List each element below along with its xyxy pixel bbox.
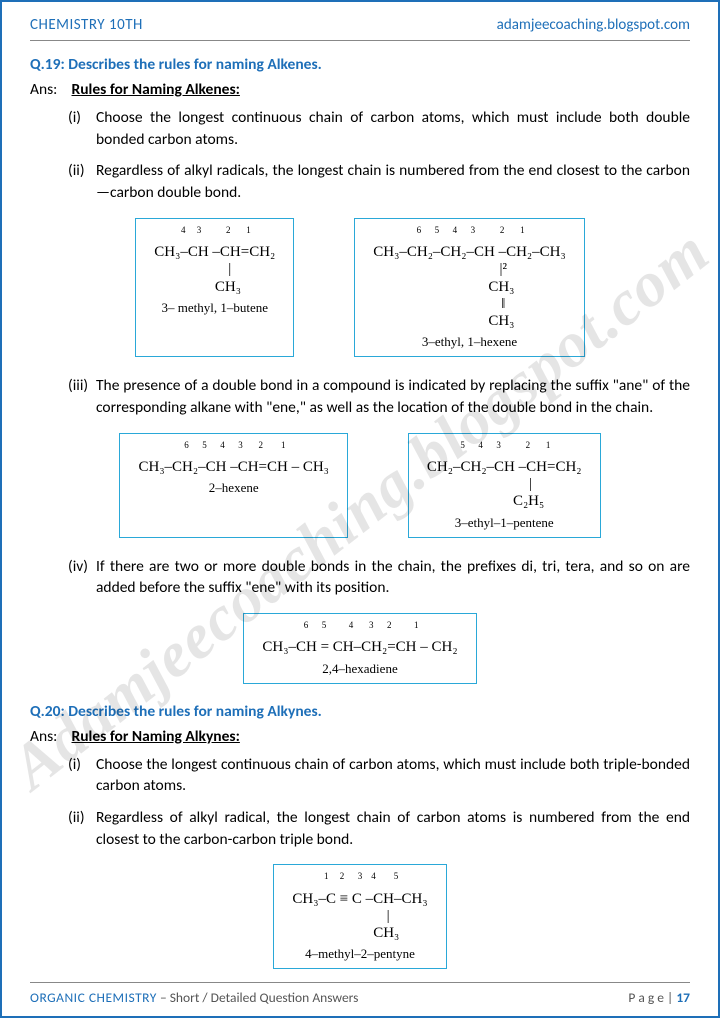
page-header: CHEMISTRY 10TH adamjeecoaching.blogspot.… (30, 16, 690, 41)
q20-heading: Rules for Naming Alkynes: (72, 727, 240, 746)
q20-chemrow-ii: 1 2 3 4 5 CH₃–C ≡ C –CH–CH₃ | CH₃ 4–meth… (30, 864, 690, 969)
q19-rule-1: (i) Choose the longest continuous chain … (30, 107, 690, 150)
q19-rule-3: (iii) The presence of a double bond in a… (30, 375, 690, 418)
q20-label: Q.20: (30, 702, 65, 721)
chembox-3-ethyl-1-hexene: 6 5 4 3 2 1 CH₃–CH₂–CH₂–CH –CH₂–CH₃ |² C… (354, 218, 584, 358)
rule-num: (i) (30, 107, 78, 150)
chembox-2-4-hexadiene: 6 5 4 3 2 1 CH₃–CH = CH–CH₂=CH – CH₂ 2,4… (243, 613, 476, 684)
ans-label: Ans: (30, 80, 68, 99)
page-label: P a g e | (628, 989, 676, 1006)
chem-name: 3–ethyl–1–pentene (427, 515, 582, 531)
chem-name: 3–ethyl, 1–hexene (373, 334, 565, 350)
rule-num: (ii) (30, 807, 78, 850)
q19-line: Q.19: Describes the rules for naming Alk… (30, 55, 690, 74)
q20-line: Q.20: Describes the rules for naming Alk… (30, 702, 690, 721)
rule-text: Choose the longest continuous chain of c… (78, 754, 690, 797)
header-right: adamjeecoaching.blogspot.com (497, 16, 690, 34)
footer-left: ORGANIC CHEMISTRY – Short / Detailed Que… (30, 989, 358, 1006)
q19-chemrow-iv: 6 5 4 3 2 1 CH₃–CH = CH–CH₂=CH – CH₂ 2,4… (30, 613, 690, 684)
rule-text: Choose the longest continuous chain of c… (78, 107, 690, 150)
q20-rule-1: (i) Choose the longest continuous chain … (30, 754, 690, 797)
q19-chemrow-ii: 4 3 2 1 CH₃–CH –CH=CH₂ | CH₃ 3– methyl, … (30, 218, 690, 358)
chembox-3-methyl-1-butene: 4 3 2 1 CH₃–CH –CH=CH₂ | CH₃ 3– methyl, … (135, 218, 294, 358)
chem-name: 4–methyl–2–pentyne (292, 946, 427, 962)
rule-num: (iv) (30, 556, 78, 599)
rule-text: Regardless of alkyl radical, the longest… (78, 807, 690, 850)
q19-heading: Rules for Naming Alkenes: (72, 80, 240, 99)
rule-num: (iii) (30, 375, 78, 418)
page-container: Adamjeecoaching.blogspot.com CHEMISTRY 1… (0, 0, 720, 1018)
chem-name: 2–hexene (138, 480, 328, 496)
footer-right: P a g e | 17 (628, 989, 690, 1006)
chembox-3-ethyl-1-pentene: 5 4 3 2 1 CH₂–CH₂–CH –CH=CH₂ | C₂H₅ 3–et… (408, 433, 601, 538)
footer-subject: ORGANIC CHEMISTRY (30, 989, 157, 1006)
chembox-4-methyl-2-pentyne: 1 2 3 4 5 CH₃–C ≡ C –CH–CH₃ | CH₃ 4–meth… (273, 864, 446, 969)
ans-label: Ans: (30, 727, 68, 746)
footer-desc: – Short / Detailed Question Answers (157, 989, 359, 1006)
q19-rule-4: (iv) If there are two or more double bon… (30, 556, 690, 599)
q19-chemrow-iii: 6 5 4 3 2 1 CH₃–CH₂–CH –CH=CH – CH₃ 2–he… (30, 433, 690, 538)
q19-label: Q.19: (30, 55, 65, 74)
rule-text: The presence of a double bond in a compo… (78, 375, 690, 418)
rule-num: (i) (30, 754, 78, 797)
rule-text: If there are two or more double bonds in… (78, 556, 690, 599)
q20-rule-2: (ii) Regardless of alkyl radical, the lo… (30, 807, 690, 850)
q19-rule-2: (ii) Regardless of alkyl radicals, the l… (30, 160, 690, 203)
q19-answer-heading: Ans: Rules for Naming Alkenes: (30, 80, 690, 99)
chembox-2-hexene: 6 5 4 3 2 1 CH₃–CH₂–CH –CH=CH – CH₃ 2–he… (119, 433, 347, 538)
page-footer: ORGANIC CHEMISTRY – Short / Detailed Que… (30, 982, 690, 1006)
q19-title: Describes the rules for naming Alkenes. (68, 55, 322, 74)
chem-name: 3– methyl, 1–butene (154, 300, 275, 316)
rule-num: (ii) (30, 160, 78, 203)
header-left: CHEMISTRY 10TH (30, 16, 143, 34)
q20-answer-heading: Ans: Rules for Naming Alkynes: (30, 727, 690, 746)
page-number: 17 (676, 989, 690, 1006)
q20-title: Describes the rules for naming Alkynes. (68, 702, 322, 721)
chem-name: 2,4–hexadiene (262, 661, 457, 677)
rule-text: Regardless of alkyl radicals, the longes… (78, 160, 690, 203)
